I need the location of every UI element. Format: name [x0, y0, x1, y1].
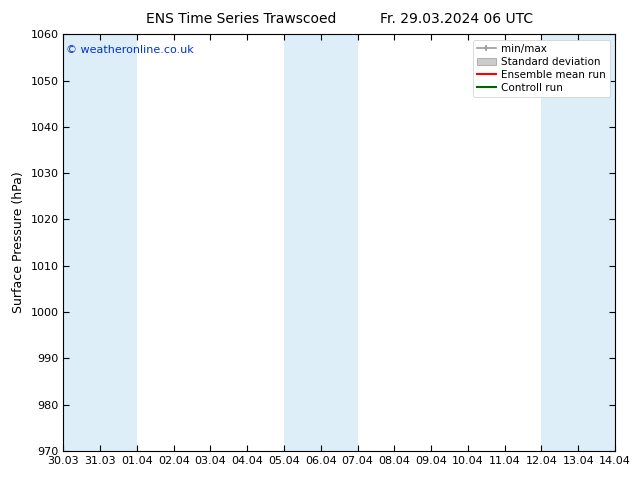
Legend: min/max, Standard deviation, Ensemble mean run, Controll run: min/max, Standard deviation, Ensemble me… [473, 40, 610, 97]
Y-axis label: Surface Pressure (hPa): Surface Pressure (hPa) [12, 172, 25, 314]
Bar [284, 34, 358, 451]
Text: ENS Time Series Trawscoed: ENS Time Series Trawscoed [146, 12, 336, 26]
Text: © weatheronline.co.uk: © weatheronline.co.uk [66, 45, 194, 55]
Bar [63, 34, 137, 451]
Bar [541, 34, 615, 451]
Text: Fr. 29.03.2024 06 UTC: Fr. 29.03.2024 06 UTC [380, 12, 533, 26]
